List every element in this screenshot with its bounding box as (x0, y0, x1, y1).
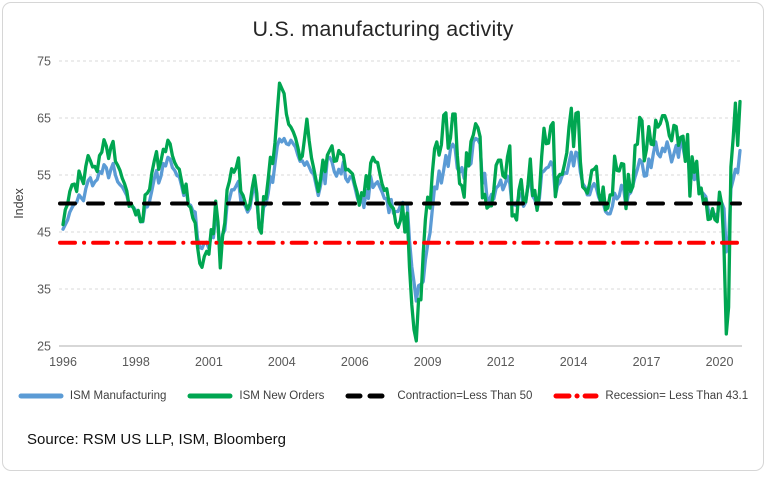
legend-label: Recession= Less Than 43.1 (605, 390, 749, 402)
y-tick-label: 35 (37, 283, 51, 297)
legend-swatch-line (18, 393, 64, 399)
y-tick-label: 45 (37, 226, 51, 240)
x-tick-label: 2020 (706, 355, 734, 369)
legend-label: ISM Manufacturing (69, 390, 167, 402)
y-tick-label: 25 (37, 340, 51, 354)
x-tick-label: 2017 (633, 355, 661, 369)
x-tick-label: 2012 (487, 355, 515, 369)
legend-swatch-line (345, 393, 391, 399)
y-tick-label: 65 (37, 112, 51, 126)
x-tick-label: 2009 (414, 355, 442, 369)
source-note: Source: RSM US LLP, ISM, Bloomberg (27, 431, 286, 448)
chart-legend: ISM Manufacturing ISM New Orders Contracti… (3, 390, 763, 402)
y-tick-label: 75 (37, 55, 51, 69)
legend-swatch-line (553, 393, 599, 399)
x-tick-label: 2001 (195, 355, 223, 369)
chart-title: U.S. manufacturing activity (252, 17, 514, 41)
legend-item-ism-new-orders: ISM New Orders (187, 390, 324, 402)
y-axis-title: Index (12, 187, 26, 218)
y-tick-label: 55 (37, 169, 51, 183)
chart-frame: U.S. manufacturing activity 25 35 45 55 65 75… (2, 2, 764, 471)
legend-swatch-line (187, 393, 233, 399)
legend-label: Contraction=Less Than 50 (397, 390, 533, 402)
x-tick-label: 1996 (49, 355, 77, 369)
x-tick-label: 2006 (341, 355, 369, 369)
legend-label: ISM New Orders (239, 390, 325, 402)
chart-plot-area: 25 35 45 55 65 75 Index 1996 1998 2001 2004 2006 200… (12, 55, 742, 369)
legend-item-recession-less-than-43-1: Recession= Less Than 43.1 (553, 390, 748, 402)
series-line-ism-new-orders (61, 81, 742, 343)
x-tick-label: 2004 (268, 355, 296, 369)
legend-item-contraction-less-than-50: Contraction=Less Than 50 (345, 390, 532, 402)
legend-item-ism-manufacturing: ISM Manufacturing (18, 390, 167, 402)
x-tick-label: 1998 (122, 355, 150, 369)
x-tick-label: 2014 (560, 355, 588, 369)
